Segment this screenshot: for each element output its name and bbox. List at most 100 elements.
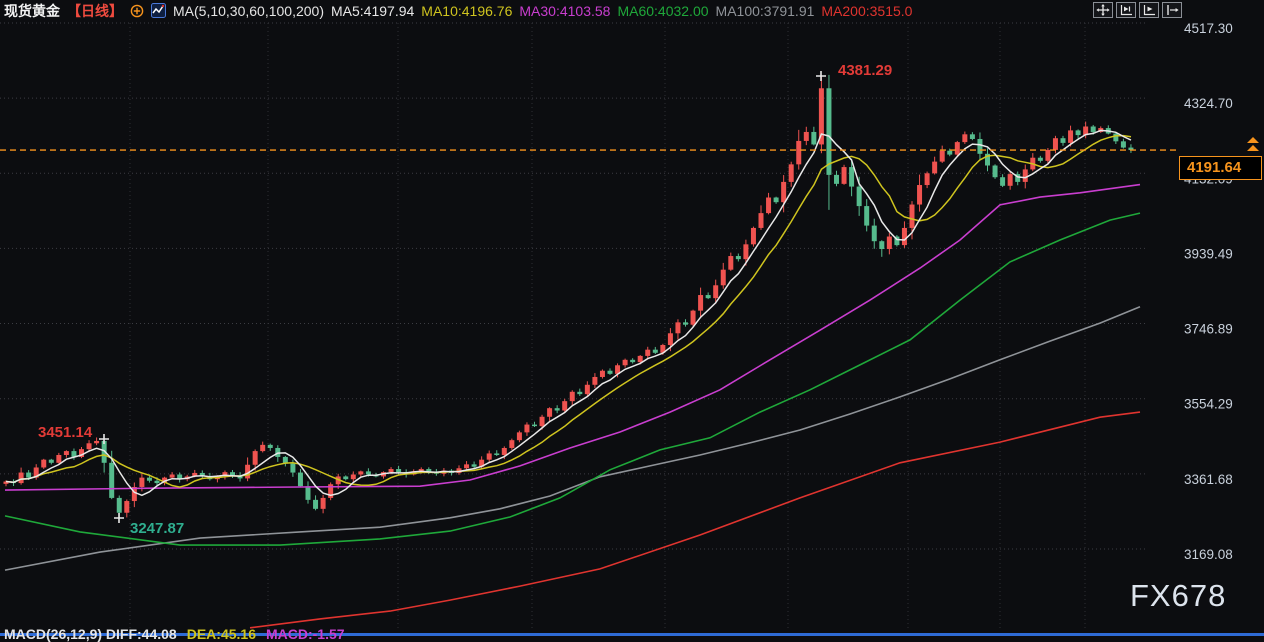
add-circle-icon[interactable] [130, 4, 144, 18]
candle-body [388, 469, 394, 473]
candle-body [1052, 138, 1058, 150]
candle-body [524, 424, 530, 433]
candle-body [939, 150, 945, 162]
candle-body [803, 131, 809, 141]
candle-body [290, 463, 296, 473]
candle-body [675, 322, 681, 334]
candle-body [222, 472, 228, 477]
candle-body [713, 285, 719, 299]
y-axis-label: 3361.68 [1184, 472, 1233, 487]
candle-body [260, 444, 266, 452]
candle-body [917, 185, 923, 205]
current-price-tag[interactable]: 4191.64 [1179, 156, 1262, 180]
candle-body [539, 416, 545, 427]
candle-body [418, 469, 424, 472]
axis-scale-play-icon[interactable] [1139, 2, 1159, 18]
candle-body [660, 344, 666, 353]
candle-body [985, 153, 990, 166]
macd-footer: MACD(26,12,9) DIFF:44.08 DEA:45.16 MACD:… [4, 626, 345, 642]
candle-body [18, 472, 24, 484]
pane-divider [0, 633, 1264, 636]
y-axis-label: 3554.29 [1184, 397, 1233, 412]
candle-body [471, 464, 477, 467]
ma60-line [4, 212, 1141, 546]
candle-body [849, 167, 855, 187]
candle-body [720, 269, 726, 286]
candle-body [509, 440, 515, 448]
axis-scale-left-icon[interactable] [1116, 2, 1136, 18]
dea-value: DEA:45.16 [186, 626, 256, 642]
legend-ma60: MA60:4032.00 [617, 2, 709, 19]
candle-body [101, 440, 107, 463]
candle-body [146, 477, 152, 481]
watermark-fx678: FX678 [1130, 578, 1227, 613]
macd-value: MACD:-1.57 [265, 626, 345, 642]
candle-body [735, 256, 741, 260]
candle-body [781, 181, 787, 203]
candle-body [969, 134, 975, 139]
candle-body [562, 401, 568, 411]
candle-body [94, 440, 100, 444]
candle-body [766, 197, 772, 214]
candle-body [750, 227, 756, 245]
exit-right-icon[interactable] [1162, 2, 1182, 18]
candle-body [894, 236, 900, 246]
candle-body [1128, 147, 1134, 151]
candle-body [773, 197, 779, 203]
candle-body [599, 370, 605, 377]
candle-body [26, 472, 32, 478]
candle-body [667, 333, 673, 345]
candle-body [1120, 141, 1126, 148]
candle-body [577, 391, 583, 395]
candle-body [456, 468, 462, 473]
move-tool-icon[interactable] [1093, 2, 1113, 18]
candle-body [871, 225, 877, 242]
period-label[interactable]: 【日线】 [67, 2, 123, 19]
candle-body [909, 204, 915, 228]
candle-body [63, 451, 69, 455]
candle-body [48, 459, 54, 463]
candle-body [652, 349, 658, 353]
candle-body [1083, 126, 1089, 136]
candle-body [1075, 130, 1081, 136]
legend-ma30: MA30:4103.58 [519, 2, 611, 19]
candle-body [569, 391, 575, 402]
ma200-line [249, 411, 1141, 629]
candle-body [56, 454, 62, 463]
candle-body [547, 408, 553, 417]
extreme-cross-marker [99, 434, 109, 444]
candle-body [788, 164, 794, 182]
candle-body [350, 474, 356, 480]
candle-body [698, 295, 704, 311]
candle-body [313, 499, 319, 509]
y-axis-label: 4517.30 [1184, 21, 1233, 36]
price-up-marker-icon [1247, 137, 1259, 153]
candle-body [901, 227, 907, 246]
candle-body [592, 376, 598, 385]
candle-body [705, 295, 711, 299]
candle-body [826, 88, 832, 175]
candle-body [743, 244, 749, 260]
candle-body [426, 469, 432, 473]
candle-body [728, 256, 734, 270]
candle-body [464, 464, 470, 469]
legend-ma200: MA200:3515.0 [821, 2, 913, 19]
candle-body [954, 142, 960, 155]
candle-body [486, 453, 492, 460]
candle-body [977, 138, 983, 154]
candle-body [615, 365, 621, 374]
candle-body [1090, 126, 1096, 132]
extreme-cross-marker [114, 513, 124, 523]
candle-body [177, 474, 183, 480]
candle-body [71, 451, 77, 457]
candle-body [396, 469, 402, 473]
candle-body [841, 167, 847, 184]
candle-body [305, 486, 311, 500]
y-axis-label: 3939.49 [1184, 246, 1233, 261]
candle-body [630, 359, 636, 363]
candle-body [365, 471, 371, 475]
chart-style-icon[interactable] [151, 3, 166, 18]
candle-body [335, 476, 341, 485]
candle-body [683, 322, 688, 325]
